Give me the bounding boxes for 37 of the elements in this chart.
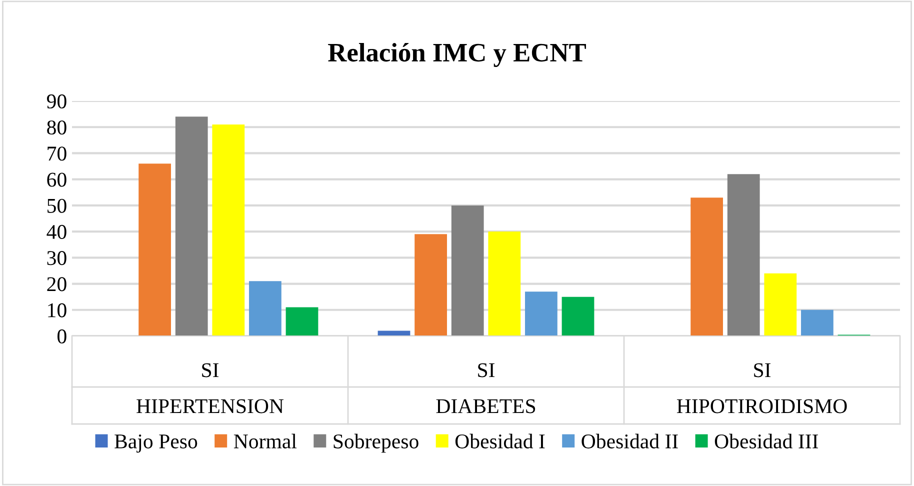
text: HIPOTIROIDISMO xyxy=(676,399,847,414)
bar xyxy=(451,205,484,336)
x-tick-label: SI xyxy=(478,363,495,378)
chart-title: Relación IMC y ECNT xyxy=(328,42,586,68)
y-tick-label: 40 xyxy=(46,224,66,239)
text: DIABETES xyxy=(436,399,536,414)
bar xyxy=(525,292,558,336)
y-tick-label: 20 xyxy=(47,277,66,292)
bar xyxy=(286,307,318,336)
y-tick-label: 90 xyxy=(46,94,66,108)
legend-label: Obesidad III xyxy=(714,434,818,448)
legend-label: Obesidad II xyxy=(582,434,678,448)
bar xyxy=(727,174,760,336)
bar xyxy=(801,310,834,336)
bar xyxy=(212,124,245,336)
y-tick-label: 10 xyxy=(48,303,66,318)
bar xyxy=(175,116,208,336)
x-tick-label: SI xyxy=(202,363,219,378)
bar xyxy=(764,273,797,336)
legend-label: Sobrepeso xyxy=(334,434,418,453)
y-tick-label: 50 xyxy=(48,198,66,213)
x-tick-label: SI xyxy=(754,363,771,378)
legend-label: Bajo Peso xyxy=(114,434,198,453)
bar xyxy=(138,164,171,336)
bar xyxy=(562,296,594,336)
y-tick-label: 70 xyxy=(48,146,66,161)
bar xyxy=(249,281,282,336)
text: HIPERTENSION xyxy=(136,399,284,414)
y-tick-label: 60 xyxy=(47,172,66,187)
bar xyxy=(488,232,521,336)
y-tick-label: 30 xyxy=(47,251,66,266)
bar xyxy=(690,198,723,336)
legend-label: Obesidad I xyxy=(455,434,545,448)
bar xyxy=(414,234,447,336)
legend-label: Normal xyxy=(234,434,297,448)
y-tick-label: 0 xyxy=(58,329,66,344)
y-tick-label: 80 xyxy=(47,120,66,135)
